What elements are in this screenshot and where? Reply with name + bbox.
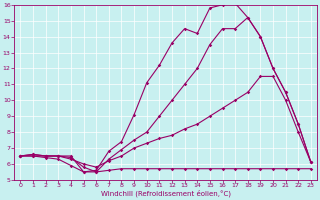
X-axis label: Windchill (Refroidissement éolien,°C): Windchill (Refroidissement éolien,°C)	[101, 190, 231, 197]
